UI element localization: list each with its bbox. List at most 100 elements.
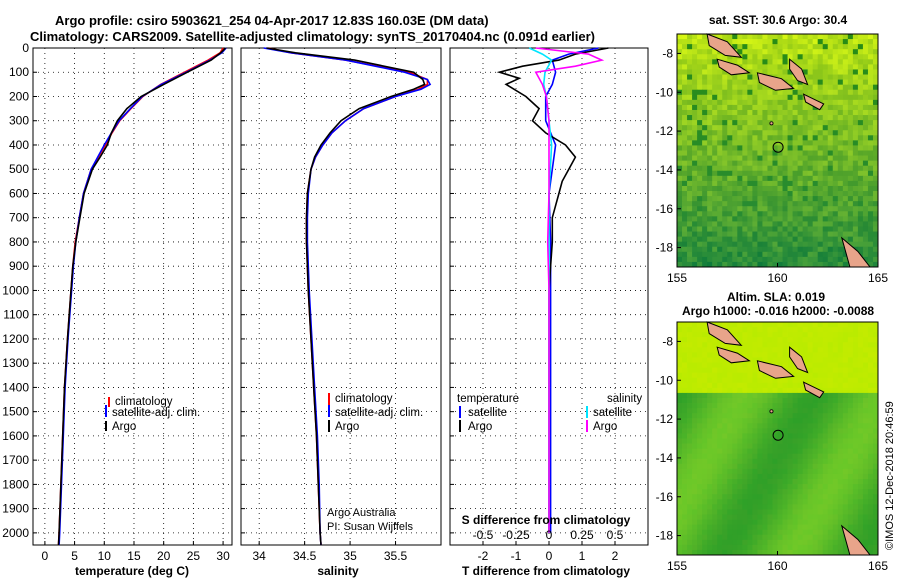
map-cell [717,261,723,268]
map-cell [767,145,773,151]
map-cell [822,418,829,424]
map-cell [827,397,834,404]
map-cell [742,34,748,40]
map-cell [712,529,718,536]
map-cell [722,241,728,248]
map-cell [797,206,804,212]
map-cell [792,549,799,556]
map-cell [792,135,799,141]
map-cell [777,44,783,50]
map-cell [817,180,824,187]
map-cell [817,408,824,414]
map-cell [797,514,804,520]
map-cell [732,135,738,141]
map-cell [687,221,693,227]
map-cell [857,377,864,384]
map-cell [802,104,809,111]
map-cell [872,170,879,177]
map-cell [852,377,859,384]
map-cell [702,539,708,546]
map-cell [732,519,738,526]
map-cell [717,484,723,490]
map-cell [747,135,753,141]
map-cell [687,357,693,363]
map-cell [712,448,718,455]
map-cell [707,453,713,460]
t-difference-tick-label: -1 [511,549,522,563]
map-cell [787,39,793,45]
map-cell [707,332,713,338]
map-cell [847,524,854,531]
credit-line-1: Argo Australia [327,507,396,519]
map-cell [687,327,693,333]
map-cell [697,337,703,343]
land-island [706,321,743,346]
map-cell [712,463,718,470]
map-cell [747,372,753,379]
map-cell [847,377,854,384]
map-cell [702,448,708,455]
map-cell [727,489,733,495]
map-cell [802,372,809,379]
map-cell [777,347,783,353]
map-cell [682,509,688,515]
map-cell [752,332,758,338]
map-cell [727,34,733,40]
map-cell [782,246,788,253]
map-cell [727,160,733,167]
map-cell [867,504,874,510]
map-cell [777,170,783,177]
map-cell [677,499,683,505]
map-cell [782,418,788,424]
map-cell [682,499,688,505]
map-cell [677,64,683,70]
map-cell [762,135,768,141]
map-cell [777,473,783,480]
map-cell [692,418,698,424]
map-cell [872,206,879,212]
map-cell [807,539,814,546]
map-cell [872,69,879,75]
map-cell [687,130,693,136]
map-cell [792,473,799,480]
difference-legend: temperature satellite Argo salinity sate… [457,393,642,433]
map-cell [702,201,708,207]
map-cell [827,489,834,495]
map-cell [827,499,834,505]
map-cell [692,226,698,232]
map-cell [777,180,783,187]
map-cell [787,499,793,505]
map-cell [837,79,844,86]
map-cell [777,342,783,348]
map-cell [717,74,723,80]
map-cell [722,519,728,526]
map-cell [757,109,763,116]
map-cell [802,185,809,192]
map-cell [677,94,683,101]
map-cell [682,206,688,212]
map-cell [797,322,804,328]
map-cell [802,342,809,348]
map-cell [717,489,723,495]
map-cell [872,387,879,394]
map-cell [827,160,834,167]
map-cell [747,549,753,556]
map-cell [842,392,849,399]
map-cell [782,59,788,65]
map-cell [777,211,783,217]
map-cell [692,216,698,222]
map-cell [717,251,723,258]
map-cell [852,479,859,485]
map-cell [802,115,809,121]
map-cell [812,241,819,248]
map-cell [702,362,708,368]
map-cell [752,387,758,394]
map-cell [852,352,859,358]
map-cell [867,534,874,541]
map-cell [832,180,839,187]
map-cell [692,337,698,343]
map-cell [752,175,758,182]
map-cell [677,145,683,151]
legend-temperature-title: temperature [457,393,519,405]
map-cell [872,104,879,111]
